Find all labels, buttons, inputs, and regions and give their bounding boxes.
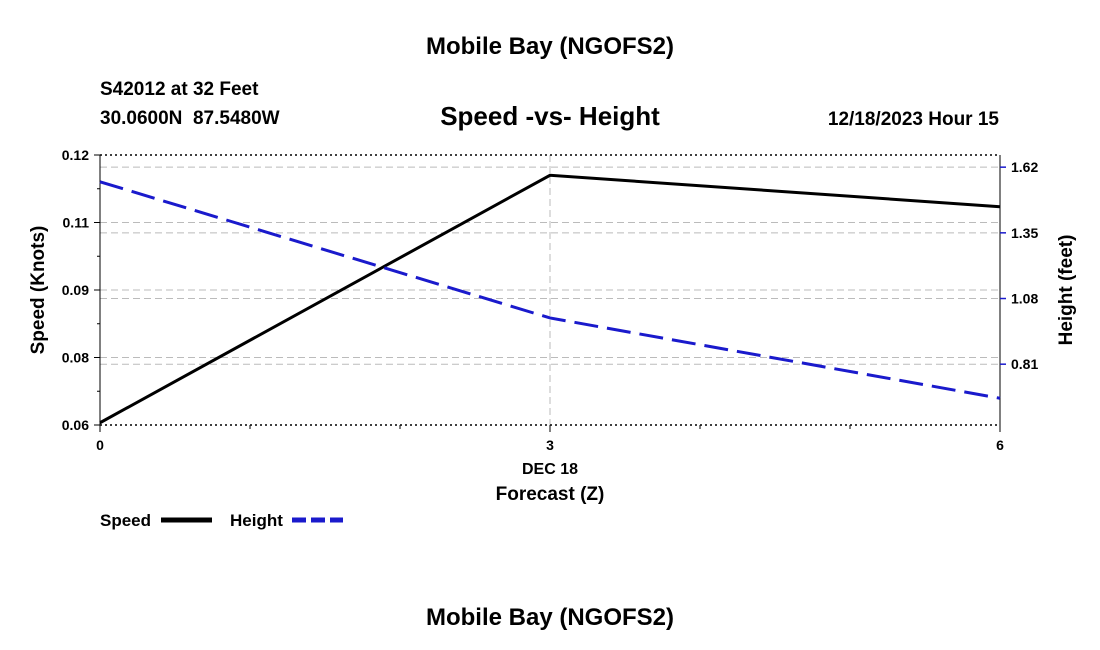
y-left-tick-label: 0.09 <box>62 282 89 298</box>
y-right-tick-label: 1.62 <box>1011 159 1038 175</box>
station-coords: 30.0600N 87.5480W <box>100 108 280 129</box>
series-line-speed <box>99 173 1001 425</box>
ticks: 0.06 0.08 0.09 0.11 0.12 0.81 1.08 1.35 1.62 0 3 6 <box>62 147 1039 453</box>
y-right-tick-label: 0.81 <box>1011 356 1038 372</box>
legend: Speed Height <box>100 511 343 530</box>
y-left-tick-label: 0.08 <box>62 350 89 366</box>
x-tick-label: 3 <box>546 437 554 453</box>
y-left-tick-label: 0.11 <box>63 215 90 231</box>
series <box>99 173 1001 425</box>
y-axis-left-title: Speed (Knots) <box>28 226 49 355</box>
x-axis-title: Forecast (Z) <box>496 484 605 505</box>
x-tick-label: 0 <box>96 437 104 453</box>
grid <box>100 155 1000 425</box>
y-left-tick-label: 0.12 <box>62 147 89 163</box>
legend-speed-label: Speed <box>100 511 151 530</box>
x-tick-label: 6 <box>996 437 1004 453</box>
series-line-height <box>99 180 1001 400</box>
y-right-tick-label: 1.35 <box>1011 225 1038 241</box>
x-date-label: DEC 18 <box>522 461 578 478</box>
y-right-tick-label: 1.08 <box>1011 291 1038 307</box>
y-left-tick-label: 0.06 <box>62 417 89 433</box>
station-label: S42012 at 32 Feet <box>100 79 259 100</box>
datetime-label: 12/18/2023 Hour 15 <box>828 109 1000 130</box>
y-axis-right-title: Height (feet) <box>1056 235 1077 346</box>
page-title: Mobile Bay (NGOFS2) <box>426 33 674 60</box>
footer-title: Mobile Bay (NGOFS2) <box>426 604 674 631</box>
legend-height-label: Height <box>230 511 283 530</box>
chart-title: Speed -vs- Height <box>440 101 660 131</box>
